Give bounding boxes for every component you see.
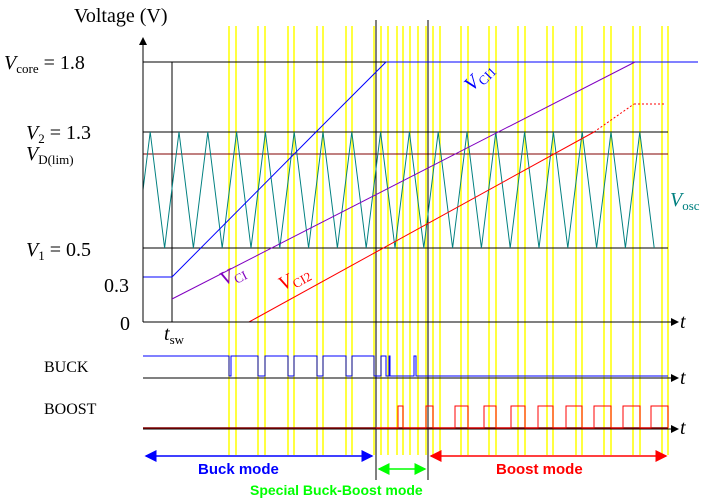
t-label-main: t [680,311,686,333]
boost-mode-label: Boost mode [496,461,583,478]
vci2-ramp-dotted [593,103,635,133]
t-label-boost: t [680,417,686,439]
boost-pulse-train [376,405,669,429]
buck-signal-label: BUCK [44,359,89,376]
vci1-ramp [143,61,698,278]
v1-label: V1 = 0.5 [26,239,91,263]
special-mode-label: Special Buck-Boost mode [250,482,423,498]
yellow-timing-lines [228,26,669,455]
t-label-buck: t [680,367,686,389]
v03-label: 0.3 [104,275,129,297]
buck-mode-label: Buck mode [198,461,279,478]
y-axis-title: Voltage (V) [74,5,168,27]
vd-lim-label: VD(lim) [26,143,74,167]
vci-ramp [171,61,636,300]
vci2-ramp [248,131,595,323]
vci-label: VCI [216,259,249,292]
tsw-label: tsw [164,323,185,347]
v2-label: V2 = 1.3 [26,122,91,146]
boost-signal-label: BOOST [44,401,97,418]
reference-levels [143,61,668,249]
vosc-triangle-wave [142,131,655,249]
vcore-label: Vcore = 1.8 [4,52,85,76]
vosc-label: Vosc [670,189,700,213]
buck-pulse-train [143,355,668,377]
zero-label: 0 [120,313,130,335]
vci1-label: VCI1 [460,58,499,97]
